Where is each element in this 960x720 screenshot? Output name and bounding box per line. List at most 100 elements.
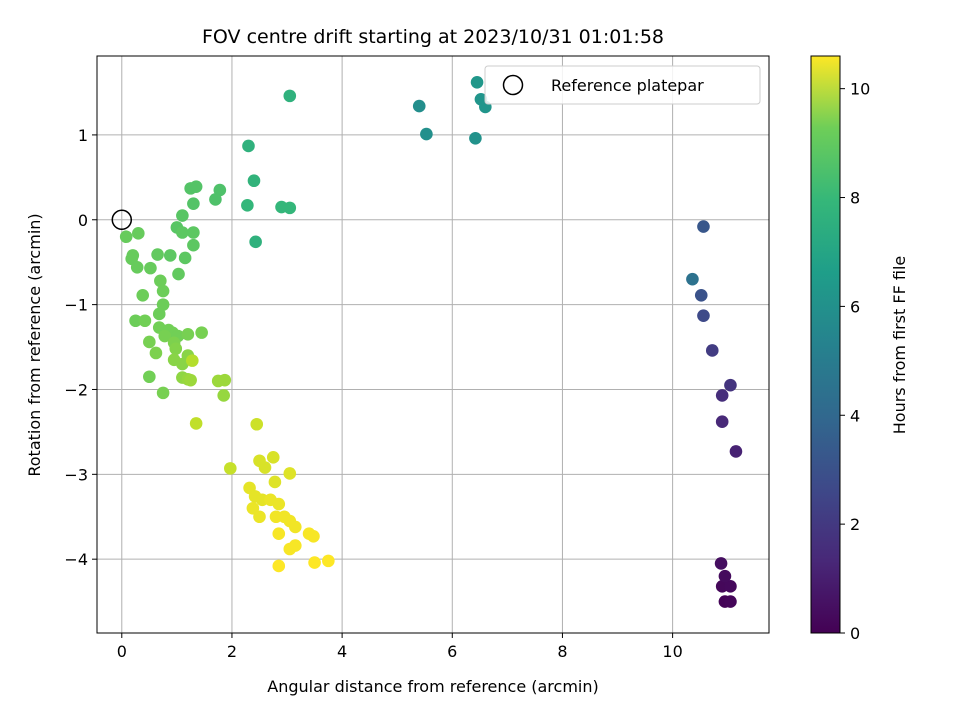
x-tick-label: 8 [557, 642, 567, 661]
colorbar-tick-label: 8 [850, 189, 860, 208]
data-point [176, 226, 189, 239]
x-tick-label: 4 [337, 642, 347, 661]
data-point [187, 238, 200, 252]
data-point [258, 461, 272, 474]
data-point [308, 556, 321, 569]
x-tick-label: 0 [117, 642, 127, 661]
data-point [283, 89, 297, 103]
x-tick-label: 10 [662, 642, 682, 661]
colorbar: 0 2 4 6 8 10 Hours from first FF file [810, 55, 909, 643]
data-point [724, 595, 737, 608]
data-point [213, 183, 227, 197]
data-point [253, 510, 266, 524]
data-point [420, 127, 433, 141]
y-tick-label: 1 [78, 126, 88, 145]
legend-marker [502, 74, 524, 96]
data-point [250, 417, 264, 431]
data-point [144, 261, 157, 275]
data-point [266, 451, 280, 464]
y-tick-label: −1 [64, 296, 88, 315]
data-point [178, 251, 192, 265]
data-point [412, 99, 426, 113]
data-point [724, 378, 737, 392]
data-point [697, 309, 710, 322]
data-point [283, 467, 297, 480]
data-point [138, 314, 152, 328]
data-point [189, 417, 203, 430]
data-point [469, 132, 482, 145]
data-point [322, 554, 335, 568]
data-point [217, 389, 230, 402]
data-point [169, 342, 183, 356]
data-point [172, 267, 185, 281]
colorbar-ticks: 0 2 4 6 8 10 [840, 80, 870, 643]
data-point [241, 199, 254, 212]
y-tick-label: 0 [78, 211, 88, 230]
data-point [149, 346, 163, 360]
gridlines [97, 56, 769, 633]
data-point [176, 357, 189, 371]
data-point [474, 92, 488, 106]
data-point [154, 274, 167, 288]
plot-frame [96, 55, 770, 634]
data-point [283, 201, 297, 215]
data-point [288, 520, 302, 534]
data-point [156, 386, 170, 400]
data-point [470, 76, 484, 89]
data-point [143, 335, 156, 349]
data-point [152, 307, 166, 321]
data-point [694, 288, 708, 302]
data-point [143, 370, 156, 384]
colorbar-tick-label: 6 [850, 297, 860, 316]
data-point [272, 559, 286, 573]
data-point [272, 527, 286, 541]
y-tick-label: −2 [64, 380, 88, 399]
x-axis-ticks: 0 2 4 6 8 10 [117, 633, 683, 661]
data-point [715, 389, 729, 402]
data-point [249, 235, 262, 249]
data-point [185, 354, 199, 367]
data-point [246, 501, 260, 515]
data-point [181, 328, 195, 341]
y-axis-label: Rotation from reference (arcmin) [25, 213, 44, 476]
data-point [697, 220, 710, 233]
data-point [187, 226, 200, 239]
data-point [242, 139, 255, 153]
data-point [724, 580, 737, 593]
data-point [195, 326, 208, 339]
data-point [218, 373, 232, 387]
data-point [223, 462, 237, 475]
data-point [130, 260, 144, 274]
y-axis-ticks: −4 −3 −2 −1 0 1 [64, 126, 97, 569]
data-point [268, 475, 282, 489]
reference-marker [111, 209, 133, 231]
data-point [187, 197, 200, 210]
x-tick-label: 6 [447, 642, 457, 661]
colorbar-tick-label: 0 [850, 624, 860, 643]
data-point [176, 209, 189, 222]
data-point [136, 288, 150, 302]
data-point [132, 227, 145, 240]
colorbar-label: Hours from first FF file [890, 256, 909, 435]
y-tick-label: −4 [64, 550, 88, 569]
data-point [158, 329, 172, 343]
x-axis-label: Angular distance from reference (arcmin) [267, 677, 598, 696]
data-point [714, 557, 728, 570]
data-point [151, 248, 164, 261]
chart-title: FOV centre drift starting at 2023/10/31 … [202, 26, 664, 48]
data-point [184, 373, 197, 387]
colorbar-gradient [810, 55, 841, 634]
data-point [715, 415, 729, 429]
x-tick-label: 2 [227, 642, 237, 661]
data-point [705, 344, 719, 357]
data-point [686, 272, 699, 286]
legend-label: Reference platepar [551, 76, 704, 95]
colorbar-tick-label: 2 [850, 515, 860, 534]
data-point [729, 445, 743, 458]
colorbar-tick-label: 10 [850, 80, 870, 99]
data-point [209, 193, 222, 206]
colorbar-tick-label: 4 [850, 406, 860, 425]
data-point [283, 542, 297, 556]
data-point [184, 182, 197, 195]
data-point [156, 284, 170, 298]
